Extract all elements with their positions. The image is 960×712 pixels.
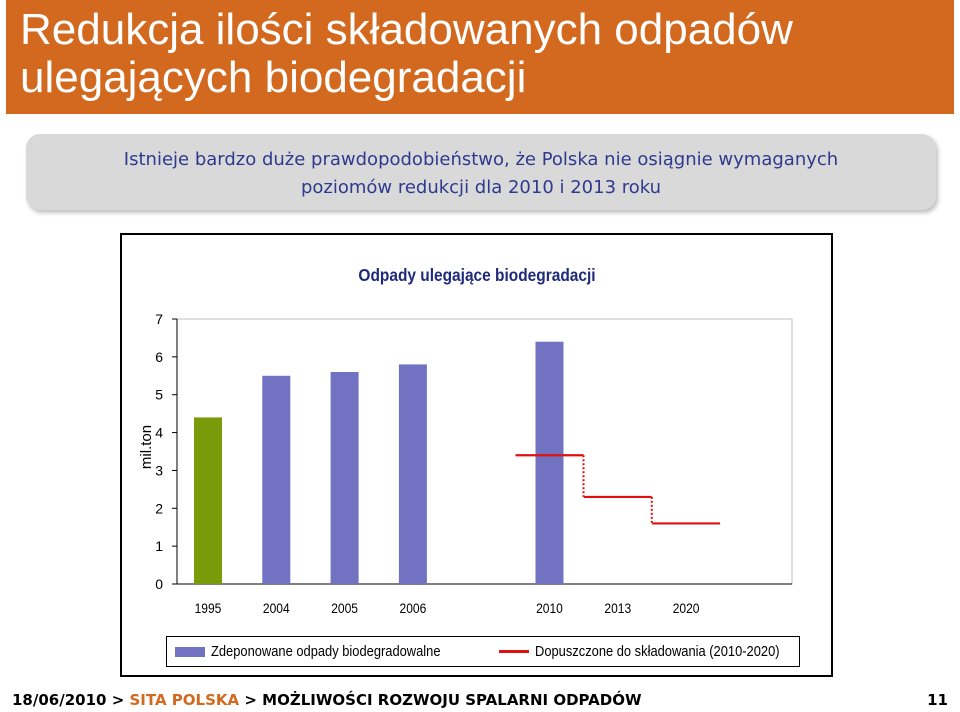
legend-label-limits: Dopuszczone do składowania (2010-2020) <box>535 643 780 660</box>
footer-separator-2: > <box>244 691 257 709</box>
x-tick-label: 2004 <box>263 600 290 616</box>
footer-company: SITA POLSKA <box>129 691 240 709</box>
slide-title-line-1: Redukcja ilości składowanych odpadów <box>20 5 793 54</box>
bar <box>262 375 291 584</box>
x-tick-label: 2010 <box>536 600 563 616</box>
bar <box>535 341 564 584</box>
plot-area: 0 1 2 3 4 5 6 7 1995 2004 2005 2006 2010 2013 2020 <box>155 311 793 616</box>
y-tick-label: 0 <box>155 576 163 592</box>
footer: 18/06/2010 > SITA POLSKA > MOŻLIWOŚCI RO… <box>0 686 960 712</box>
bar <box>398 364 427 584</box>
legend-label-bars: Zdeponowane odpady biodegradowalne <box>211 643 441 660</box>
x-tick-label: 2006 <box>400 600 427 616</box>
footer-date: 18/06/2010 <box>12 691 107 709</box>
y-tick-label: 1 <box>155 538 163 554</box>
footer-breadcrumb: 18/06/2010 > SITA POLSKA > MOŻLIWOŚCI RO… <box>12 691 642 709</box>
y-tick-label: 5 <box>155 387 163 403</box>
x-tick-label: 2013 <box>604 600 631 616</box>
y-axis-label: mil.ton <box>138 425 155 469</box>
footer-page-number: 11 <box>927 691 948 709</box>
x-tick-label: 2005 <box>331 600 358 616</box>
y-tick-label: 3 <box>155 462 163 478</box>
title-bar: Redukcja ilości składowanych odpadów ule… <box>6 0 954 114</box>
y-tick-label: 2 <box>155 500 163 516</box>
footer-section: MOŻLIWOŚCI ROZWOJU SPALARNI ODPADÓW <box>262 691 642 709</box>
x-tick-label: 1995 <box>195 600 222 616</box>
y-tick-label: 7 <box>155 311 163 327</box>
bar-chart: Odpady ulegające biodegradacji mil.ton 0… <box>138 265 793 616</box>
legend: Zdeponowane odpady biodegradowalne Dopus… <box>166 636 800 667</box>
legend-swatch-limits <box>499 650 529 653</box>
y-tick-label: 6 <box>155 349 163 365</box>
subtitle-box: Istnieje bardzo duże prawdopodobieństwo,… <box>26 134 936 210</box>
slide-title-line-2: ulegających biodegradacji <box>20 53 527 102</box>
bar <box>194 417 222 584</box>
legend-swatch-bars <box>175 647 205 657</box>
subtitle-line-1: Istnieje bardzo duże prawdopodobieństwo,… <box>123 149 839 170</box>
bar <box>330 372 359 584</box>
chart-title: Odpady ulegające biodegradacji <box>358 265 595 285</box>
footer-separator-1: > <box>111 691 125 709</box>
y-tick-label: 4 <box>155 425 163 441</box>
chart-frame: Odpady ulegające biodegradacji mil.ton 0… <box>120 233 833 677</box>
subtitle-line-2: poziomów redukcji dla 2010 i 2013 roku <box>300 177 662 198</box>
x-tick-label: 2020 <box>673 600 700 616</box>
